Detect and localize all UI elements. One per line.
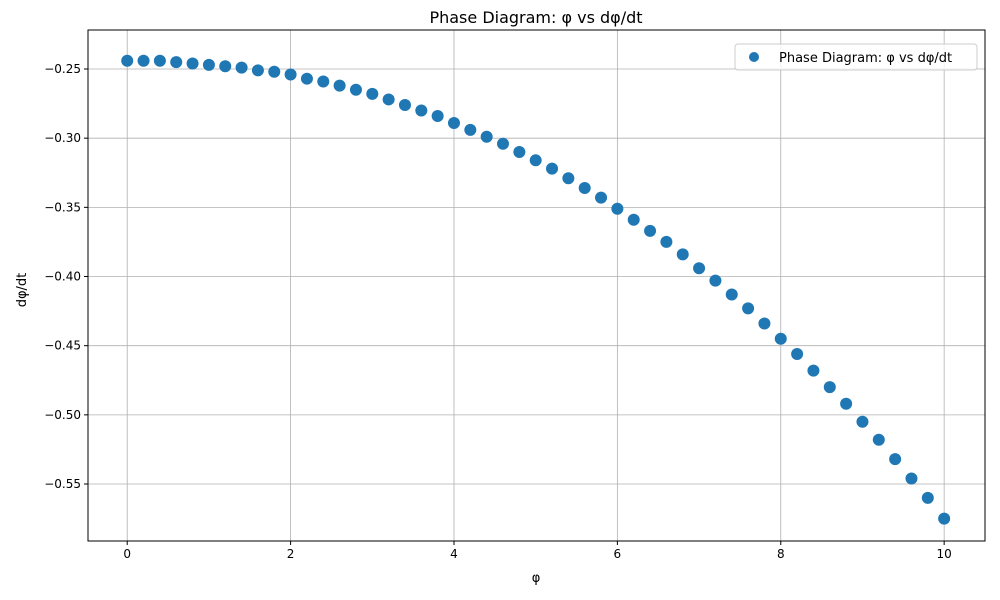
chart-title: Phase Diagram: φ vs dφ/dt	[429, 8, 642, 27]
y-tick-label: −0.35	[44, 200, 81, 214]
point	[546, 162, 559, 175]
y-tick-label: −0.25	[44, 62, 81, 76]
point	[709, 274, 722, 287]
x-tick-label: 2	[287, 547, 295, 561]
point	[366, 87, 379, 100]
point	[644, 224, 657, 237]
x-tick-label: 4	[450, 547, 458, 561]
point	[693, 262, 706, 275]
point	[595, 191, 608, 204]
point	[349, 83, 362, 96]
y-tick-label: −0.45	[44, 339, 81, 353]
legend-box	[734, 43, 978, 71]
point	[170, 56, 183, 69]
point	[497, 137, 510, 150]
plot-frame	[87, 29, 986, 542]
point	[398, 98, 411, 111]
point	[938, 512, 951, 525]
point	[627, 213, 640, 226]
point	[480, 130, 493, 143]
point	[137, 54, 150, 67]
point	[578, 181, 591, 194]
point	[660, 235, 673, 248]
point	[415, 104, 428, 117]
point	[742, 302, 755, 315]
point	[284, 68, 297, 81]
point	[758, 317, 771, 330]
point	[235, 61, 248, 74]
point	[268, 65, 281, 78]
x-tick-label: 6	[614, 547, 622, 561]
point	[153, 54, 166, 67]
point	[676, 248, 689, 261]
legend: Phase Diagram: φ vs dφ/dt	[734, 43, 978, 71]
point	[807, 364, 820, 377]
point	[300, 72, 313, 85]
point	[611, 202, 624, 215]
point	[317, 75, 330, 88]
point	[823, 381, 836, 394]
y-tick-label: −0.55	[44, 477, 81, 491]
point	[464, 123, 477, 136]
point	[791, 347, 804, 360]
point	[774, 332, 787, 345]
point	[872, 433, 885, 446]
point	[905, 472, 918, 485]
legend-label: Phase Diagram: φ vs dφ/dt	[779, 51, 952, 66]
point	[186, 57, 199, 70]
x-tick-label: 0	[123, 547, 131, 561]
point	[529, 154, 542, 167]
point	[121, 54, 134, 67]
point	[202, 58, 215, 71]
point	[431, 110, 444, 123]
point	[219, 60, 232, 73]
point	[889, 453, 902, 466]
y-tick-label: −0.40	[44, 270, 81, 284]
point	[921, 491, 934, 504]
point	[251, 64, 264, 77]
point	[513, 146, 526, 159]
y-tick-label: −0.30	[44, 131, 81, 145]
y-tick-label: −0.50	[44, 408, 81, 422]
y-axis-label: dφ/dt	[15, 273, 30, 308]
point	[725, 288, 738, 301]
legend-marker	[749, 52, 759, 62]
x-axis-label: φ	[532, 571, 541, 586]
point	[562, 172, 575, 185]
point	[840, 397, 853, 410]
x-tick-label: 8	[777, 547, 785, 561]
point	[856, 415, 869, 428]
point	[333, 79, 346, 92]
point	[447, 116, 460, 129]
point	[382, 93, 395, 106]
x-tick-label: 10	[937, 547, 952, 561]
